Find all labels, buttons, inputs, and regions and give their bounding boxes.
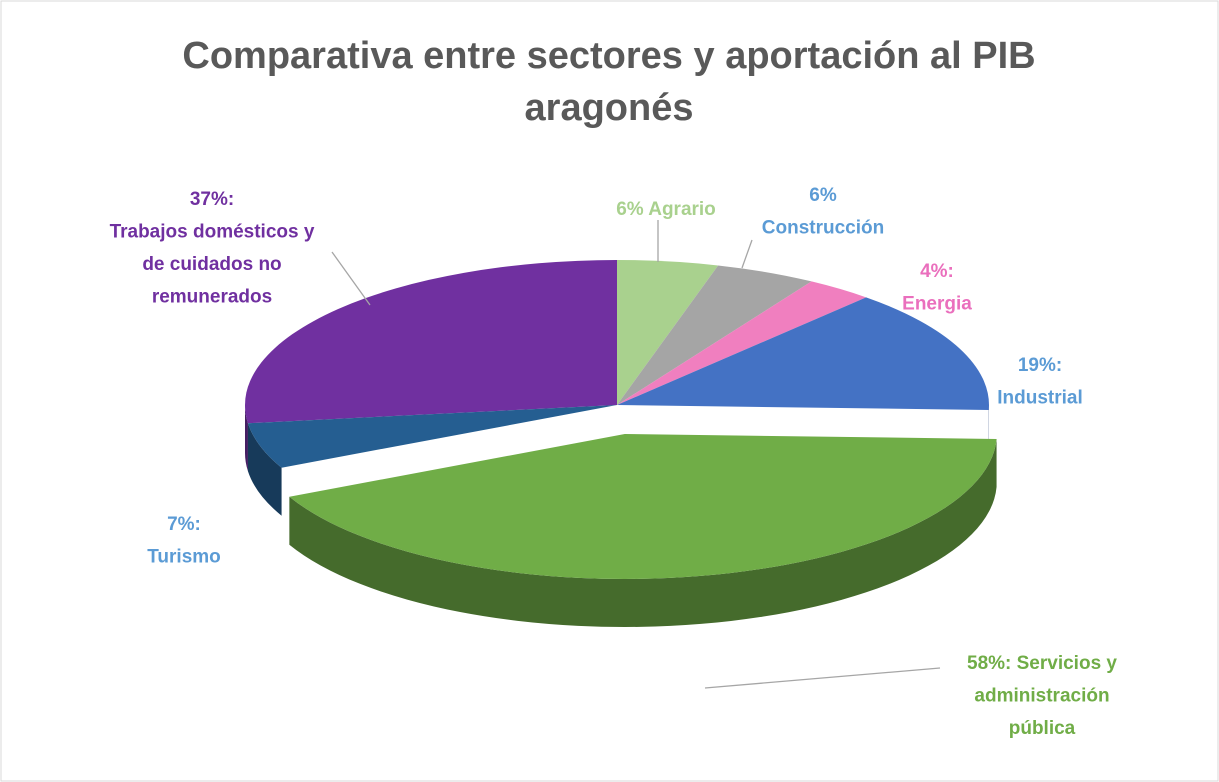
slice xyxy=(617,281,867,405)
slice-side xyxy=(247,423,282,516)
slice xyxy=(247,405,617,468)
data-label: 37%: xyxy=(190,189,234,210)
data-label: 6% Agrario xyxy=(616,199,716,220)
leader-line xyxy=(704,667,941,689)
slice xyxy=(617,265,812,405)
leader-line xyxy=(331,251,371,306)
data-label: de cuidados no xyxy=(142,254,281,275)
data-label: 7%: xyxy=(167,514,201,535)
data-label: remunerados xyxy=(152,287,272,308)
pie xyxy=(244,260,997,627)
data-label: Trabajos domésticos y xyxy=(110,222,315,243)
data-label: Turismo xyxy=(147,547,221,568)
slice xyxy=(617,260,719,405)
chart-title: aragonés xyxy=(525,87,694,129)
data-label: 19%: xyxy=(1018,355,1062,376)
data-label: 58%: Servicios y xyxy=(967,653,1117,674)
data-label: administración xyxy=(974,686,1109,707)
data-label: 4%: xyxy=(920,261,954,282)
chart-title: Comparativa entre sectores y aportación … xyxy=(182,35,1035,77)
data-label: 6% xyxy=(809,185,837,206)
slice xyxy=(617,297,989,410)
data-label: Industrial xyxy=(997,388,1083,409)
slice-side xyxy=(245,405,248,472)
data-label: Construcción xyxy=(762,218,884,239)
data-label: pública xyxy=(1009,718,1076,739)
slice xyxy=(244,260,617,424)
slice xyxy=(289,433,997,579)
data-label: Energia xyxy=(902,294,972,315)
leader-line xyxy=(741,239,753,269)
slice-side xyxy=(289,438,997,627)
